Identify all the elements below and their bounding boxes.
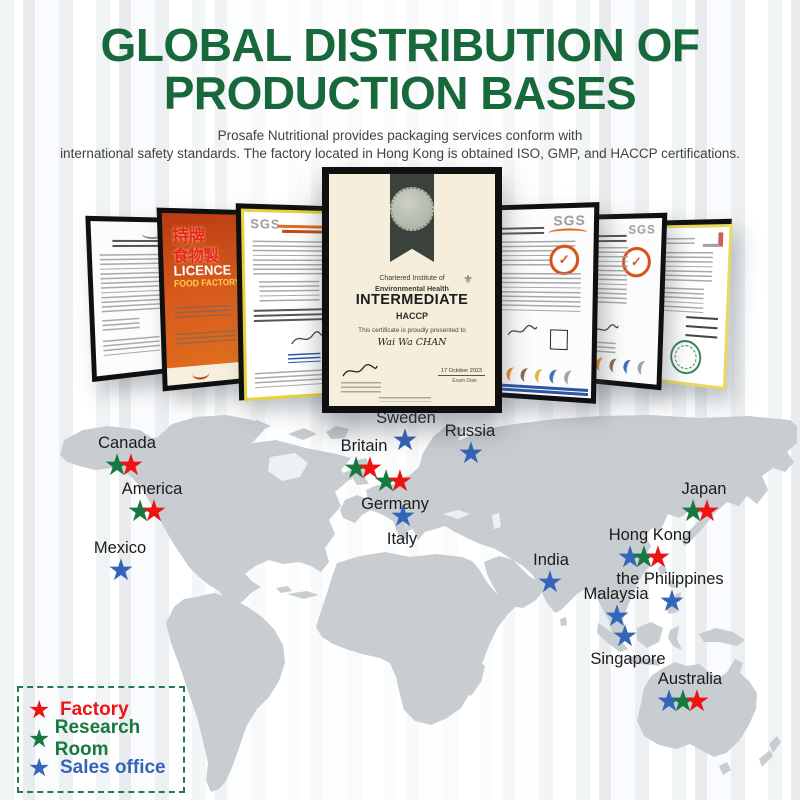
green-stamp-icon <box>669 338 702 376</box>
location-stars: ★ <box>658 585 686 618</box>
location-label: Mexico <box>93 539 147 557</box>
subtitle-line-1: Prosafe Nutritional provides packaging s… <box>217 127 583 143</box>
certificate-haccp-intermediate: Chartered Institute of Environmental Hea… <box>322 167 502 413</box>
location-stars: ★ ★ <box>126 495 168 528</box>
research-star-icon: ★ <box>679 495 707 528</box>
title-line-1: GLOBAL DISTRIBUTION OF <box>100 19 700 71</box>
subtitle-line-2: international safety standards. The fact… <box>60 145 740 161</box>
certifier-logo-icon <box>702 232 724 247</box>
signature-icon <box>342 363 378 377</box>
header: GLOBAL DISTRIBUTION OF PRODUCTION BASES … <box>0 19 800 163</box>
legend-label: Research Room <box>54 716 141 760</box>
certificate-title: INTERMEDIATE <box>355 292 469 308</box>
sales-star-icon: ★ <box>536 566 564 599</box>
location-label: Sweden <box>376 409 436 427</box>
location-stars: ★ <box>107 554 135 587</box>
page-title: GLOBAL DISTRIBUTION OF PRODUCTION BASES <box>0 19 800 119</box>
sgs-logo: SGS <box>628 222 657 237</box>
sales-star-icon: ★ <box>28 753 51 782</box>
research-star-icon: ★ <box>372 465 400 498</box>
factory-star-icon: ★ <box>28 695 51 724</box>
location-label: Britain <box>340 437 388 455</box>
sgs-check-medallion-icon: ✓ <box>549 244 580 276</box>
factory-star-icon: ★ <box>117 449 145 482</box>
signature-icon <box>290 330 324 347</box>
legend-row-factory: ★ Factory <box>28 695 174 724</box>
exam-date-value: 17 October 2023 <box>438 368 485 376</box>
location-label: Germany <box>361 495 429 513</box>
page-subtitle: Prosafe Nutritional provides packaging s… <box>0 127 800 163</box>
location-stars: ★ ★ ★ <box>616 541 672 574</box>
certificate-subtitle: HACCP <box>395 311 428 321</box>
sales-star-icon: ★ <box>603 600 631 633</box>
sales-star-icon: ★ <box>391 424 419 457</box>
location-label: Japan <box>681 480 727 498</box>
factory-star-icon: ★ <box>140 495 168 528</box>
location-stars: ★ ★ ★ <box>655 685 711 718</box>
location-label: Italy <box>386 530 418 548</box>
location-label: America <box>121 480 183 498</box>
crest-icon: ⚜ <box>463 274 473 286</box>
sales-star-icon: ★ <box>389 500 417 533</box>
location-stars: ★ ★ <box>679 495 721 528</box>
location-stars: ★ <box>391 424 419 457</box>
factory-star-icon: ★ <box>693 495 721 528</box>
title-line-2: PRODUCTION BASES <box>163 66 637 119</box>
location-stars: ★ <box>536 566 564 599</box>
research-star-icon: ★ <box>669 685 697 718</box>
sales-star-icon: ★ <box>457 437 485 470</box>
licence-title: LICENCE <box>173 261 232 279</box>
location-stars: ★ ★ <box>103 449 145 482</box>
sales-star-icon: ★ <box>107 554 135 587</box>
sales-star-icon: ★ <box>655 685 683 718</box>
location-stars: ★ <box>457 437 485 470</box>
research-star-icon: ★ <box>126 495 154 528</box>
location-label: Singapore <box>590 650 666 668</box>
signature-icon <box>506 323 538 339</box>
recipient-name: Wai Wa CHAN <box>377 337 447 348</box>
legend-label: Factory <box>60 698 129 720</box>
legend-row-sales-office: ★ Sales office <box>28 753 174 782</box>
location-stars: ★ ★ <box>342 452 384 485</box>
map-section: ★ ★ Canada ★ ★ America ★ Mexico ★ ★ Britain ★ Sweden… <box>0 409 800 800</box>
world-map <box>60 415 797 792</box>
location-stars: ★ <box>389 500 417 533</box>
sales-star-icon: ★ <box>658 585 686 618</box>
location-label: India <box>533 551 569 569</box>
map-legend: ★ Factory ★ Research Room ★ Sales office <box>17 686 185 793</box>
factory-star-icon: ★ <box>386 465 414 498</box>
sgs-logo: SGS <box>553 211 587 229</box>
factory-star-icon: ★ <box>356 452 384 485</box>
location-stars: ★ <box>611 620 639 653</box>
presented-to-line: This certificate is proudly presented to <box>358 327 466 334</box>
footer-logos <box>491 365 579 387</box>
location-label: the Philippines <box>616 570 724 588</box>
research-star-icon: ★ <box>103 449 131 482</box>
location-label: Russia <box>444 422 496 440</box>
licence-subtitle: FOOD FACTORY <box>173 277 241 289</box>
sales-star-icon: ★ <box>616 541 644 574</box>
sales-star-icon: ★ <box>611 620 639 653</box>
accreditation-badge-icon <box>549 329 568 351</box>
location-label: Hong Kong <box>608 526 692 544</box>
research-star-icon: ★ <box>630 541 658 574</box>
research-star-icon: ★ <box>28 724 51 753</box>
licence-authority-logo <box>192 366 210 381</box>
location-label: Malaysia <box>583 585 649 603</box>
location-stars: ★ <box>603 600 631 633</box>
factory-star-icon: ★ <box>644 541 672 574</box>
location-stars: ★ ★ <box>372 465 414 498</box>
medallion-icon <box>390 187 434 231</box>
exam-date-label: Exam Date <box>452 378 477 384</box>
sgs-logo: SGS <box>250 215 281 232</box>
research-star-icon: ★ <box>342 452 370 485</box>
location-label: Canada <box>98 434 156 452</box>
legend-label: Sales office <box>60 756 166 778</box>
issuing-organization: Chartered Institute of Environmental Hea… <box>375 275 449 293</box>
factory-star-icon: ★ <box>683 685 711 718</box>
legend-row-research-room: ★ Research Room <box>28 717 174 760</box>
location-label: Australia <box>657 670 723 688</box>
